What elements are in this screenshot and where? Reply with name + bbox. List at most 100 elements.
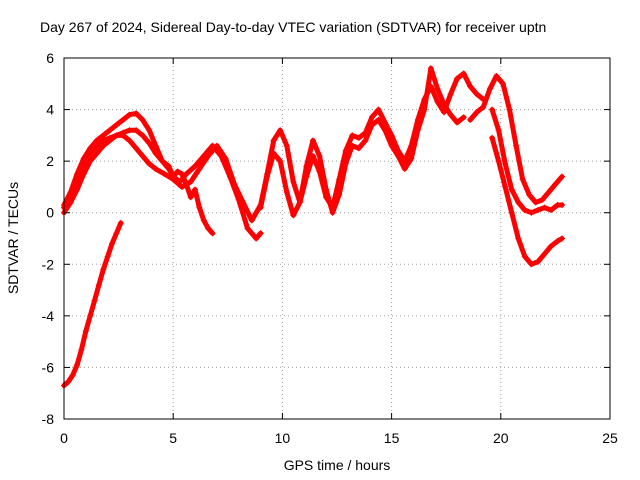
data-point [100, 132, 107, 139]
data-point [508, 186, 515, 193]
data-point [489, 134, 496, 141]
data-point [290, 178, 297, 185]
data-point [362, 137, 369, 144]
data-point [323, 186, 330, 193]
data-point [349, 132, 356, 139]
data-point [480, 104, 487, 110]
data-point [222, 155, 229, 162]
series-line [258, 65, 467, 218]
data-point [414, 127, 421, 134]
plot-frame [63, 57, 611, 420]
data-point [100, 266, 107, 273]
y-tick-label: -2 [42, 256, 55, 272]
data-point [95, 281, 102, 288]
data-point [113, 230, 120, 237]
data-point [467, 83, 474, 90]
x-tick-label: 0 [60, 430, 68, 446]
data-point [248, 217, 255, 224]
y-tick-label: 0 [46, 205, 54, 221]
data-point [244, 225, 251, 232]
data-point [454, 119, 461, 126]
data-point [513, 142, 520, 149]
data-point [178, 183, 185, 190]
series-track-i [61, 220, 124, 389]
data-point [559, 202, 565, 208]
data-point [213, 142, 220, 149]
data-point [441, 109, 447, 116]
data-point [205, 153, 212, 159]
data-point [526, 191, 533, 198]
data-point [120, 116, 126, 123]
data-point [303, 163, 310, 170]
series-track-h [489, 134, 565, 268]
series-track-c [61, 132, 277, 224]
data-point [192, 163, 198, 170]
data-point [310, 137, 316, 144]
data-point [296, 199, 303, 206]
data-point [368, 114, 375, 121]
data-point [489, 106, 496, 113]
data-point [342, 160, 349, 167]
data-point [146, 160, 153, 167]
data-point [120, 132, 126, 139]
series-line [61, 220, 124, 388]
data-point [355, 134, 362, 141]
data-point [139, 132, 146, 139]
data-point [460, 70, 467, 77]
data-point [91, 297, 98, 304]
data-point [486, 85, 493, 92]
y-tick-label: -6 [42, 359, 55, 375]
data-point [508, 209, 515, 216]
data-point [170, 176, 177, 183]
data-point [528, 261, 535, 268]
y-tick-label: 2 [46, 153, 54, 169]
data-point [421, 106, 428, 113]
data-point [69, 372, 76, 379]
data-point [329, 209, 336, 216]
data-point [336, 191, 343, 198]
data-point [196, 204, 203, 211]
data-point [183, 171, 190, 177]
data-point [534, 258, 541, 265]
data-point [231, 181, 238, 188]
data-point [161, 171, 168, 177]
data-point [368, 122, 375, 128]
data-point [539, 196, 546, 203]
data-point [447, 111, 454, 118]
data-point [270, 137, 277, 144]
data-point [270, 150, 277, 157]
data-point [159, 158, 166, 165]
data-point [113, 132, 120, 139]
chart-title: Day 267 of 2024, Sidereal Day-to-day VTE… [40, 19, 546, 35]
data-point [65, 378, 72, 385]
data-point [316, 153, 323, 159]
data-point [253, 235, 260, 242]
data-point [454, 75, 461, 82]
data-point [427, 65, 434, 72]
data-point [126, 111, 133, 118]
data-point [87, 312, 94, 319]
data-point [375, 106, 382, 113]
data-point [205, 225, 212, 232]
data-point [113, 122, 120, 128]
data-point [133, 145, 140, 152]
y-tick-label: -4 [42, 308, 55, 324]
data-point [541, 251, 548, 257]
data-point [467, 116, 474, 123]
data-point [277, 127, 284, 134]
data-point [152, 165, 159, 172]
data-point [532, 199, 539, 206]
data-point [100, 137, 107, 144]
data-point [528, 209, 535, 216]
data-point [473, 91, 480, 98]
data-point [165, 163, 172, 170]
data-point [500, 80, 506, 87]
y-tick-label: -8 [42, 411, 55, 427]
x-tick-label: 25 [602, 430, 618, 446]
data-point [109, 240, 115, 247]
x-tick-label: 20 [493, 430, 509, 446]
data-point [74, 178, 81, 185]
data-point [515, 235, 522, 242]
data-point [515, 199, 522, 206]
